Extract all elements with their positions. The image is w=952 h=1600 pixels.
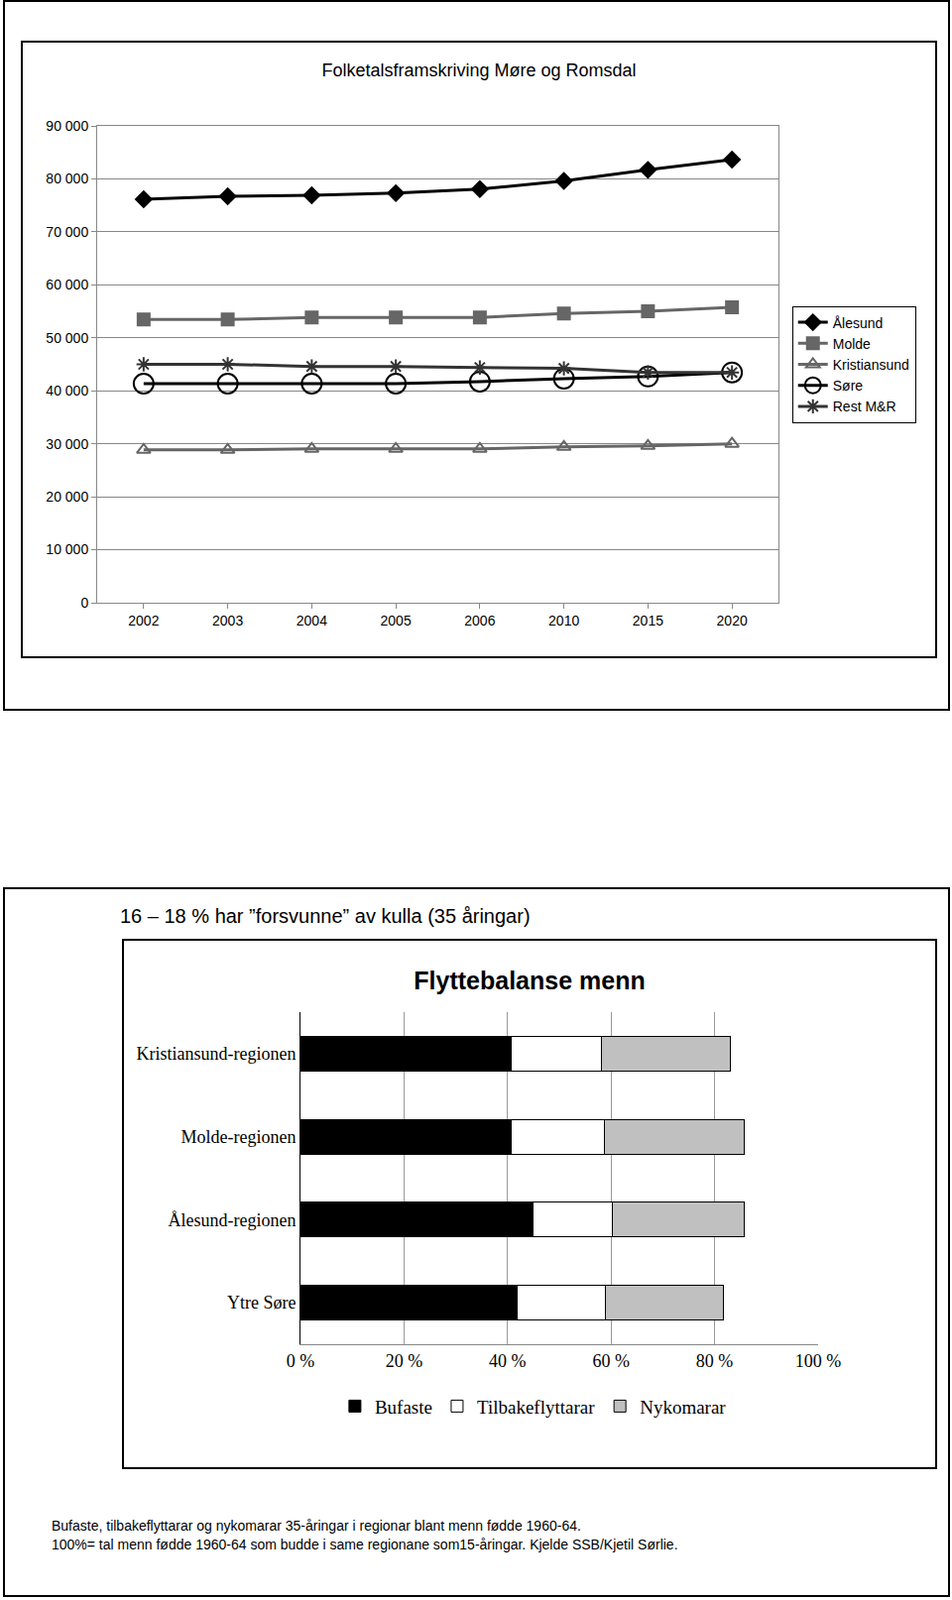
html-text:Bufaste, tilbakeflyttarar og n: Bufaste, tilbakeflyttarar og nykomarar 3… [51,1518,582,1535]
svg-text:Kristiansund: Kristiansund [833,357,910,373]
svg-text:Molde: Molde [833,336,871,353]
svg-text:Bufaste: Bufaste [374,1397,433,1419]
svg-text:Ålesund-regionen: Ålesund-regionen [167,1210,296,1231]
html-text:16 – 18 % har ”forsvunne” av k: 16 – 18 % har ”forsvunne” av kulla (35 å… [119,905,531,928]
svg-text:50 000: 50 000 [45,330,89,347]
svg-text:0: 0 [80,595,89,611]
svg-text:70 000: 70 000 [45,224,89,240]
svg-text:Molde-regionen: Molde-regionen [180,1127,296,1148]
svg-text:80 000: 80 000 [45,170,89,187]
svg-text:Ålesund: Ålesund [833,315,884,332]
svg-text:Søre: Søre [833,377,864,394]
svg-text:Rest M&R: Rest M&R [833,398,897,415]
svg-text:90 000: 90 000 [45,118,89,134]
svg-text:40 %: 40 % [488,1351,527,1372]
svg-text:0 %: 0 % [286,1351,316,1372]
svg-text:Flyttebalanse menn: Flyttebalanse menn [413,966,645,995]
html-text:100%= tal menn fødde 1960-64 s: 100%= tal menn fødde 1960-64 som budde i… [51,1537,678,1553]
svg-text:2020: 2020 [716,612,748,629]
svg-text:2010: 2010 [548,612,580,629]
svg-text:Ytre Søre: Ytre Søre [227,1293,296,1313]
svg-text:2003: 2003 [212,612,243,629]
svg-text:Kristiansund-regionen: Kristiansund-regionen [135,1044,296,1065]
svg-text:30 000: 30 000 [45,436,89,453]
svg-text:60 %: 60 % [592,1351,630,1372]
svg-text:100 %: 100 % [795,1351,842,1372]
svg-text:Nykomarar: Nykomarar [639,1397,726,1419]
svg-text:2015: 2015 [632,612,664,629]
svg-text:2006: 2006 [464,612,495,629]
svg-text:Tilbakeflyttarar: Tilbakeflyttarar [476,1397,595,1419]
svg-text:10 000: 10 000 [45,541,89,558]
svg-text:60 000: 60 000 [45,276,89,293]
svg-text:2005: 2005 [380,612,412,629]
svg-text:20 %: 20 % [385,1351,424,1372]
svg-text:20 000: 20 000 [45,488,89,505]
svg-text:40 000: 40 000 [45,382,89,399]
svg-text:80 %: 80 % [696,1351,734,1372]
svg-text:2004: 2004 [296,612,328,629]
svg-text:Folketalsframskriving Møre og: Folketalsframskriving Møre og Romsdal [321,60,636,81]
svg-text:2002: 2002 [127,612,159,629]
